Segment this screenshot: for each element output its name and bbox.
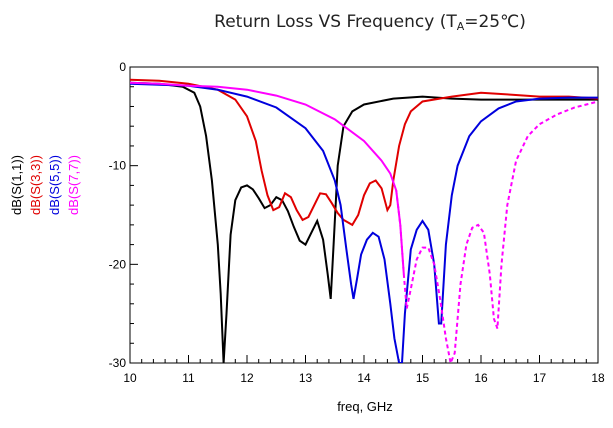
x-tick-label: 11 — [182, 371, 195, 385]
y-tick-label: 0 — [119, 60, 126, 74]
y-tick-label: -20 — [109, 257, 127, 271]
x-tick-label: 13 — [299, 371, 313, 385]
series-line-4 — [130, 81, 405, 275]
axis-tick-labels: 10 11 12 13 14 15 16 17 18 0 -10 -20 -30 — [109, 60, 605, 385]
x-tick-label: 17 — [533, 371, 547, 385]
x-tick-label: 14 — [357, 371, 371, 385]
legend-entry-4: dB(S(7,7)) — [66, 155, 81, 215]
x-tick-label: 18 — [591, 371, 605, 385]
chart-title: Return Loss VS Frequency (TA=25℃) — [214, 12, 526, 33]
x-tick-label: 16 — [474, 371, 488, 385]
series-line-4-dashed — [395, 100, 598, 363]
y-tick-label: -10 — [109, 159, 127, 173]
series-line-1 — [130, 81, 598, 363]
legend-entry-1: dB(S(1,1)) — [9, 155, 24, 215]
series-layer — [130, 78, 598, 363]
x-axis-title: freq, GHz — [337, 399, 393, 414]
x-tick-label: 15 — [416, 371, 430, 385]
series-line-2 — [130, 78, 598, 227]
y-tick-label: -30 — [109, 356, 127, 370]
legend-entry-3: dB(S(5,5)) — [47, 155, 62, 215]
legend-entry-2: dB(S(3,3)) — [28, 155, 43, 215]
x-tick-label: 12 — [240, 371, 254, 385]
x-tick-label: 10 — [123, 371, 137, 385]
series-line-3 — [130, 82, 598, 363]
legend: dB(S(1,1)) dB(S(3,3)) dB(S(5,5)) dB(S(7,7)) — [9, 155, 81, 215]
